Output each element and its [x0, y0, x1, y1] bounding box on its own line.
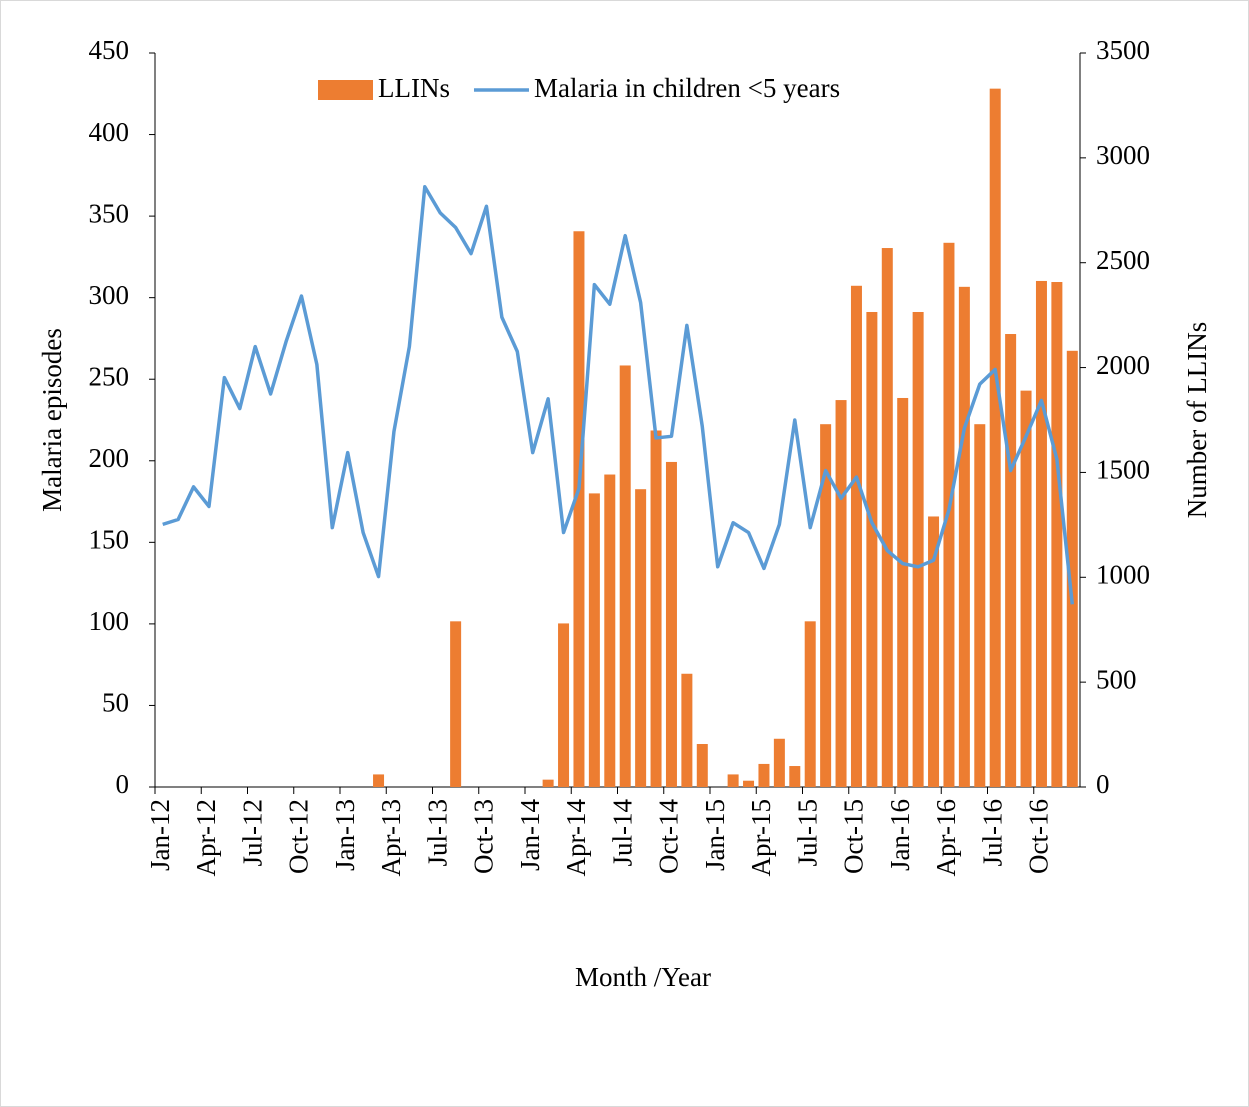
x-tick-label: Jul-15	[792, 799, 822, 867]
x-tick-label: Oct-15	[839, 799, 869, 874]
x-tick-label: Jul-12	[237, 799, 267, 867]
bar	[588, 493, 600, 787]
bar	[850, 285, 862, 787]
x-tick-label: Oct-13	[469, 799, 499, 874]
bar	[881, 248, 893, 787]
x-tick-label: Jan-14	[515, 799, 545, 871]
bar	[1005, 334, 1017, 787]
line	[162, 185, 1075, 605]
y-tick-label: 250	[89, 361, 130, 391]
bar	[1020, 390, 1032, 787]
x-tick-label: Apr-13	[376, 799, 406, 876]
bar	[650, 430, 662, 787]
legend-label: Malaria in children <5 years	[534, 73, 840, 103]
y-tick-label: 300	[89, 280, 130, 310]
bar	[835, 400, 847, 787]
x-axis-label: Month /Year	[575, 962, 711, 992]
x-tick-label: Jan-16	[885, 799, 915, 871]
bar	[928, 516, 940, 787]
bar	[912, 311, 924, 787]
y2-tick-label: 2000	[1096, 350, 1150, 380]
bar	[450, 621, 462, 787]
x-tick-label: Jul-14	[607, 799, 637, 867]
bar	[974, 424, 986, 787]
bar	[727, 774, 739, 787]
bar	[820, 424, 832, 787]
bar	[773, 738, 785, 787]
y-tick-label: 200	[89, 443, 130, 473]
bar	[542, 779, 554, 787]
bar	[681, 673, 693, 787]
bar	[604, 474, 616, 787]
y-tick-label: 400	[89, 117, 130, 147]
y-tick-label: 150	[89, 525, 130, 555]
x-tick-label: Oct-12	[284, 799, 314, 874]
x-tick-label: Jan-15	[700, 799, 730, 871]
x-tick-label: Jan-12	[145, 799, 175, 871]
bar	[866, 311, 878, 787]
bar	[897, 397, 909, 787]
x-tick-label: Oct-14	[654, 799, 684, 874]
bar	[789, 766, 801, 787]
y2-tick-label: 0	[1096, 769, 1110, 799]
bar	[635, 489, 647, 787]
bar	[804, 621, 816, 787]
bar	[696, 744, 708, 787]
y2-tick-label: 1500	[1096, 455, 1150, 485]
bar	[558, 623, 570, 787]
bar	[373, 774, 385, 787]
legend-label: LLINs	[378, 73, 450, 103]
bar	[958, 286, 970, 787]
x-tick-label: Jul-13	[422, 799, 452, 867]
y2-tick-label: 1000	[1096, 559, 1150, 589]
y-tick-label: 100	[89, 606, 130, 636]
bar	[1035, 280, 1047, 787]
y2-tick-label: 3000	[1096, 140, 1150, 170]
y2-tick-label: 3500	[1096, 35, 1150, 65]
bar	[758, 763, 770, 787]
bar	[573, 231, 585, 787]
legend-swatch	[318, 80, 373, 100]
bar	[989, 88, 1001, 787]
y-tick-label: 350	[89, 198, 130, 228]
y2-tick-label: 500	[1096, 664, 1137, 694]
x-tick-label: Oct-16	[1024, 799, 1054, 874]
bar	[665, 461, 677, 787]
bar	[1066, 350, 1078, 787]
y-axis-label: Malaria episodes	[37, 328, 67, 512]
x-tick-label: Apr-16	[931, 799, 961, 876]
bar	[743, 780, 755, 787]
y-tick-label: 50	[102, 688, 129, 718]
bar	[619, 365, 631, 787]
y2-tick-label: 2500	[1096, 245, 1150, 275]
x-tick-label: Jan-13	[330, 799, 360, 871]
x-tick-label: Apr-12	[191, 799, 221, 876]
x-tick-label: Apr-15	[746, 799, 776, 876]
y-tick-label: 450	[89, 35, 130, 65]
x-tick-label: Apr-14	[561, 799, 591, 877]
y2-axis-label: Number of LLINs	[1182, 322, 1212, 518]
bar	[1051, 282, 1063, 787]
x-tick-label: Jul-16	[977, 799, 1007, 867]
y-tick-label: 0	[116, 769, 130, 799]
